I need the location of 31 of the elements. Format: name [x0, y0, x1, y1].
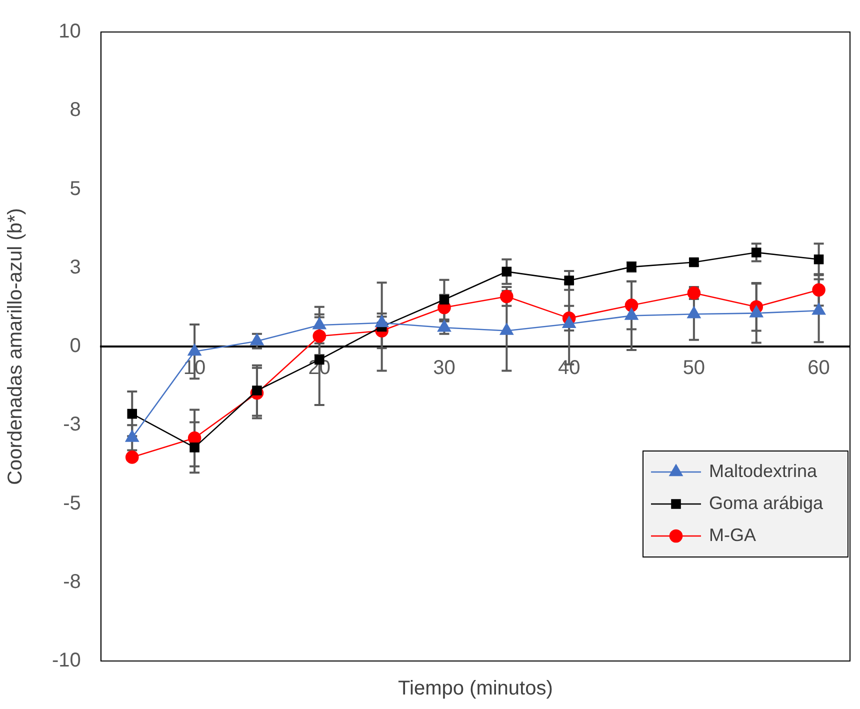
y-tick-label: 10 [58, 20, 81, 43]
legend-label: Goma arábiga [709, 492, 824, 513]
x-tick-label: 30 [433, 357, 456, 380]
x-tick-label: 50 [682, 357, 706, 380]
legend-label: Maltodextrina [709, 460, 818, 481]
y-tick-label: 3 [70, 256, 81, 278]
point [812, 283, 826, 297]
point [127, 408, 138, 419]
point [188, 431, 202, 445]
y-tick-label: 8 [70, 99, 81, 122]
point [814, 254, 824, 264]
x-axis-title: Tiempo (minutos) [398, 678, 553, 700]
point [564, 276, 574, 286]
x-tick-label: 40 [558, 357, 580, 380]
legend-label: M-GA [709, 524, 756, 545]
y-tick-label: -3 [63, 414, 81, 436]
point [190, 442, 200, 452]
x-tick-label: 60 [808, 357, 830, 380]
point [439, 294, 450, 305]
point [751, 248, 762, 258]
point [502, 266, 512, 277]
point [500, 290, 514, 304]
y-tick-label: -8 [63, 570, 81, 593]
point [312, 329, 326, 343]
y-tick-label: 5 [70, 178, 81, 200]
y-tick-label: -5 [63, 492, 81, 514]
y-tick-label: 0 [70, 335, 81, 358]
y-tick-label: -10 [52, 650, 81, 672]
point [624, 298, 638, 312]
point [125, 450, 139, 464]
y-axis-title: Coordenadas amarillo-azul (b*) [4, 208, 27, 485]
